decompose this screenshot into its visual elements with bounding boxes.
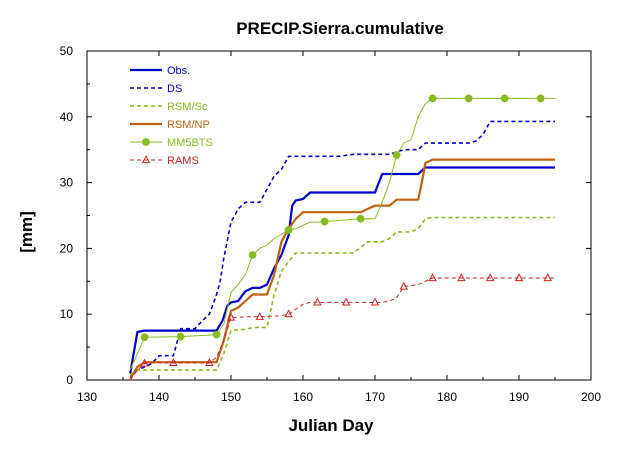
x-tick-label: 150 bbox=[221, 390, 241, 404]
legend-item: RAMS bbox=[130, 155, 199, 167]
series-point bbox=[464, 94, 473, 103]
series-point bbox=[140, 358, 149, 367]
x-tick-label: 170 bbox=[365, 390, 385, 404]
series-point bbox=[284, 309, 293, 318]
series-point bbox=[176, 332, 185, 341]
series-line bbox=[129, 216, 555, 376]
series-point bbox=[399, 281, 409, 290]
series-point bbox=[341, 297, 351, 306]
plot-area: 130 140 150 160 170 180 190 200 0 10 20 30 40 50 bbox=[60, 44, 602, 404]
series-line bbox=[129, 166, 555, 374]
series-0 bbox=[129, 166, 555, 374]
series-point bbox=[212, 330, 221, 339]
series-point bbox=[543, 273, 553, 282]
series-point bbox=[514, 273, 524, 282]
series-line bbox=[129, 120, 555, 378]
series-point bbox=[356, 214, 365, 223]
legend-item: DS bbox=[130, 83, 182, 95]
series-point bbox=[500, 94, 509, 103]
series-point bbox=[392, 151, 401, 159]
y-tick-label: 20 bbox=[60, 241, 74, 255]
series-point bbox=[485, 273, 495, 282]
legend-marker bbox=[142, 138, 150, 146]
series-1 bbox=[129, 120, 555, 378]
legend-label: MM5BTS bbox=[167, 137, 213, 149]
x-tick-label: 180 bbox=[437, 390, 457, 404]
legend-label: RSM/Sc bbox=[167, 101, 208, 113]
series-point bbox=[428, 94, 437, 103]
legend-label: RSM/NP bbox=[167, 119, 210, 131]
series-2 bbox=[129, 216, 555, 376]
x-tick-label: 140 bbox=[149, 390, 169, 404]
x-tick-label: 160 bbox=[293, 390, 313, 404]
series-point bbox=[226, 312, 236, 321]
y-tick-label: 10 bbox=[60, 307, 74, 321]
x-tick-label: 190 bbox=[509, 390, 529, 404]
y-tick-label: 50 bbox=[60, 44, 74, 58]
y-tick-label: 0 bbox=[66, 373, 73, 387]
x-tick-label: 130 bbox=[77, 390, 97, 404]
series-5 bbox=[129, 273, 555, 381]
x-axis-label: Julian Day bbox=[288, 416, 374, 435]
legend-marker bbox=[141, 155, 151, 164]
y-axis-label: [mm] bbox=[17, 211, 36, 253]
series-point bbox=[255, 311, 265, 320]
series-point bbox=[320, 217, 329, 226]
series-point bbox=[205, 358, 214, 366]
x-tick-label: 200 bbox=[581, 390, 601, 404]
chart-title: PRECIP.Sierra.cumulative bbox=[236, 19, 444, 38]
legend-label: RAMS bbox=[167, 155, 199, 167]
legend-label: DS bbox=[167, 83, 182, 95]
series-point bbox=[457, 273, 466, 282]
series-point bbox=[313, 297, 322, 306]
series-point bbox=[248, 251, 257, 259]
series-line bbox=[129, 97, 555, 371]
series-point bbox=[169, 358, 178, 366]
legend-item: MM5BTS bbox=[130, 137, 213, 149]
series-point bbox=[428, 273, 437, 282]
series-4 bbox=[129, 94, 555, 371]
y-tick-label: 40 bbox=[60, 110, 74, 124]
series-point bbox=[536, 94, 545, 103]
series-point bbox=[284, 226, 293, 234]
legend-item: RSM/NP bbox=[130, 119, 210, 131]
legend: Obs. DS RSM/Sc RSM/NP MM5BTS RAMS bbox=[130, 65, 213, 167]
legend-item: Obs. bbox=[130, 65, 190, 77]
y-tick-label: 30 bbox=[60, 176, 74, 190]
series-point bbox=[140, 333, 149, 342]
legend-item: RSM/Sc bbox=[130, 101, 208, 113]
legend-label: Obs. bbox=[167, 65, 190, 77]
series-point bbox=[370, 297, 380, 306]
